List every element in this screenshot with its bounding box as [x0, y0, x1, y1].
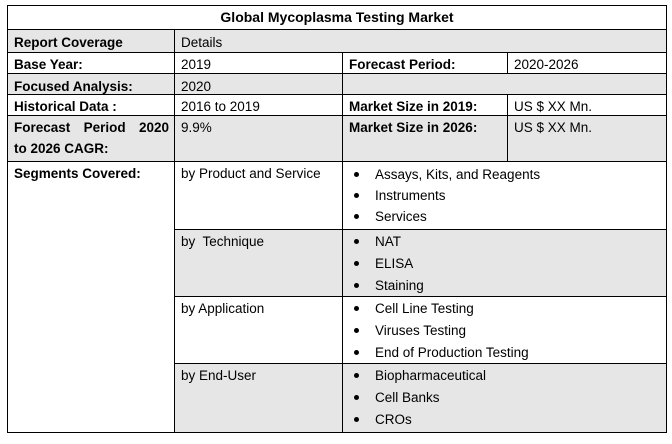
coverage-label: Report Coverage: [14, 35, 123, 50]
bullet-icon: [354, 306, 359, 311]
row-divider: [7, 29, 667, 30]
technique-bg: [175, 230, 666, 297]
focused-value: 2020: [181, 79, 212, 94]
cagr-value: 9.9%: [181, 120, 212, 135]
row-divider: [7, 94, 667, 95]
column-divider: [342, 161, 343, 433]
list-item: ELISA: [349, 253, 660, 275]
segment-group-name: by Product and Service: [181, 166, 321, 181]
historical-value: 2016 to 2019: [181, 99, 260, 114]
list-item: NAT: [349, 231, 660, 253]
column-divider: [174, 29, 175, 433]
forecast-period-value: 2020-2026: [514, 57, 579, 72]
cagr-label-line2: to 2026 CAGR:: [14, 141, 109, 156]
row-divider: [7, 115, 667, 116]
segment-items-list: Biopharmaceutical Cell Banks CROs: [343, 364, 666, 432]
bullet-icon: [354, 193, 359, 198]
row-divider: [175, 363, 667, 364]
focused-label: Focused Analysis:: [14, 79, 133, 94]
column-divider: [507, 94, 508, 162]
historical-label: Historical Data :: [14, 99, 117, 114]
list-item: Services: [349, 206, 660, 227]
table-title: Global Mycoplasma Testing Market: [220, 9, 454, 25]
size-2026-value: US $ XX Mn.: [514, 120, 593, 135]
list-item: CROs: [349, 409, 660, 431]
table-border: [7, 5, 8, 433]
size-2019-value: US $ XX Mn.: [514, 99, 593, 114]
list-item: Instruments: [349, 185, 660, 206]
bullet-icon: [354, 328, 359, 333]
segment-group-name: by End-User: [181, 368, 257, 383]
row-divider: [175, 296, 667, 297]
list-item: Cell Banks: [349, 387, 660, 409]
table-border: [7, 432, 667, 433]
size-2019-label: Market Size in 2019:: [349, 99, 478, 114]
base-year-value: 2019: [181, 57, 212, 72]
table-border: [666, 5, 667, 433]
list-item: Staining: [349, 275, 660, 297]
bullet-icon: [354, 239, 359, 244]
list-item: Biopharmaceutical: [349, 365, 660, 387]
bullet-icon: [354, 214, 359, 219]
bullet-icon: [354, 350, 359, 355]
column-divider: [342, 115, 343, 162]
row-divider: [7, 73, 667, 74]
list-item: Viruses Testing: [349, 320, 660, 342]
base-year-label: Base Year:: [14, 57, 83, 72]
row-divider: [7, 52, 667, 53]
cagr-row-bg: [8, 116, 666, 161]
list-item: Cell Line Testing: [349, 298, 660, 320]
list-item: End of Production Testing: [349, 342, 660, 364]
column-divider: [342, 52, 343, 116]
bullet-icon: [354, 283, 359, 288]
segment-items-list: Cell Line Testing Viruses Testing End of…: [343, 297, 666, 365]
table-border: [7, 5, 667, 6]
cagr-label: Forecast Period 2020 to 2026 CAGR:: [8, 116, 175, 160]
coverage-value: Details: [181, 35, 223, 50]
bullet-icon: [354, 172, 359, 177]
column-divider: [507, 52, 508, 74]
bullet-icon: [354, 417, 359, 422]
size-2026-label: Market Size in 2026:: [349, 120, 478, 135]
coverage-row-bg: [8, 30, 666, 52]
segment-items-list: Assays, Kits, and Reagents Instruments S…: [343, 163, 666, 228]
bullet-icon: [354, 373, 359, 378]
bullet-icon: [354, 395, 359, 400]
enduser-bg: [175, 364, 666, 432]
row-divider: [175, 229, 667, 230]
segments-label: Segments Covered:: [14, 166, 141, 181]
cagr-label-line1: Forecast Period 2020: [14, 120, 169, 135]
segment-items-list: NAT ELISA Staining: [343, 230, 666, 297]
row-divider: [7, 161, 667, 162]
forecast-period-label: Forecast Period:: [349, 57, 456, 72]
segment-group-name: by Application: [181, 301, 265, 316]
focused-row-bg: [8, 74, 666, 95]
list-item: Assays, Kits, and Reagents: [349, 164, 660, 185]
bullet-icon: [354, 261, 359, 266]
segment-group-name: by Technique: [181, 234, 265, 249]
